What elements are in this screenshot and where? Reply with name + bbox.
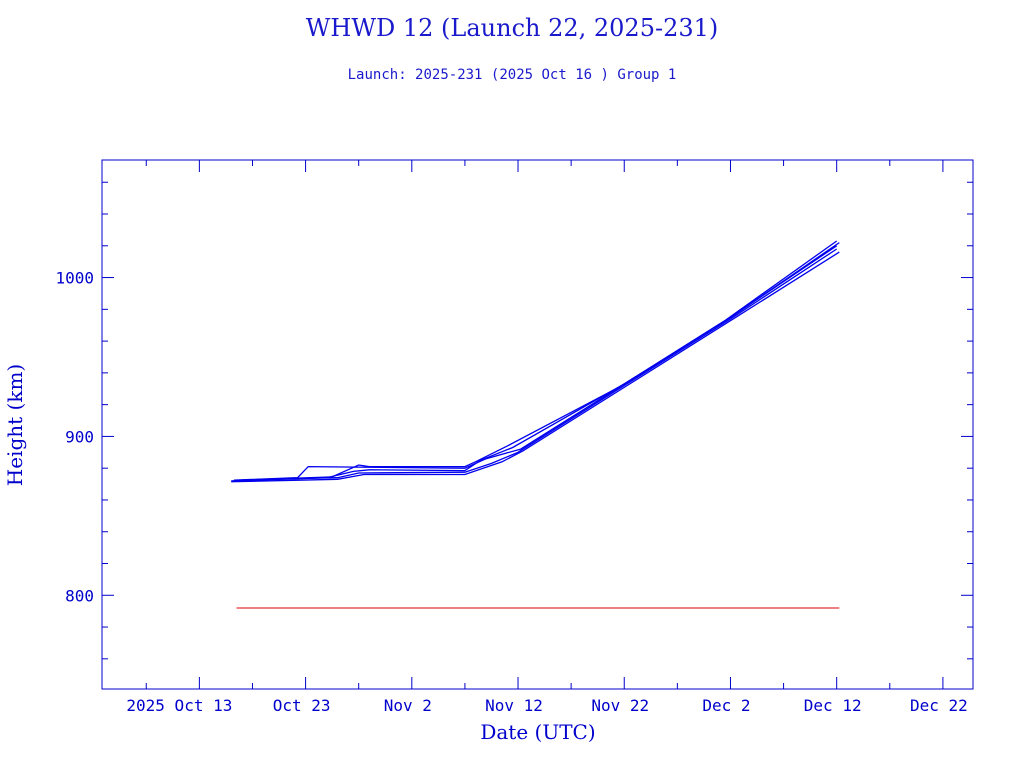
x-tick-label: Nov 2	[384, 696, 432, 715]
series-line-1	[231, 248, 838, 482]
chart-subtitle: Launch: 2025-231 (2025 Oct 16 ) Group 1	[347, 67, 677, 83]
x-axis-label: Date (UTC)	[480, 720, 595, 744]
x-tick-label: 2025 Oct 13	[126, 696, 232, 715]
x-tick-label: Nov 12	[485, 696, 543, 715]
plot-frame	[101, 159, 974, 690]
x-tick-label: Dec 2	[702, 696, 750, 715]
series-line-4	[231, 251, 840, 483]
x-tick-label: Dec 22	[910, 696, 968, 715]
x-tick-label: Nov 22	[591, 696, 649, 715]
series-line-2	[233, 242, 840, 481]
x-tick-label: Dec 12	[804, 696, 862, 715]
y-tick-label: 800	[65, 586, 94, 605]
y-tick-label: 1000	[55, 269, 94, 288]
y-axis-label: Height (km)	[3, 364, 27, 486]
x-tick-label: Oct 23	[273, 696, 331, 715]
series-line-3	[236, 245, 838, 482]
y-tick-label: 900	[65, 427, 94, 446]
chart-title: WHWD 12 (Launch 22, 2025-231)	[305, 14, 719, 42]
series-line-5	[239, 240, 838, 481]
